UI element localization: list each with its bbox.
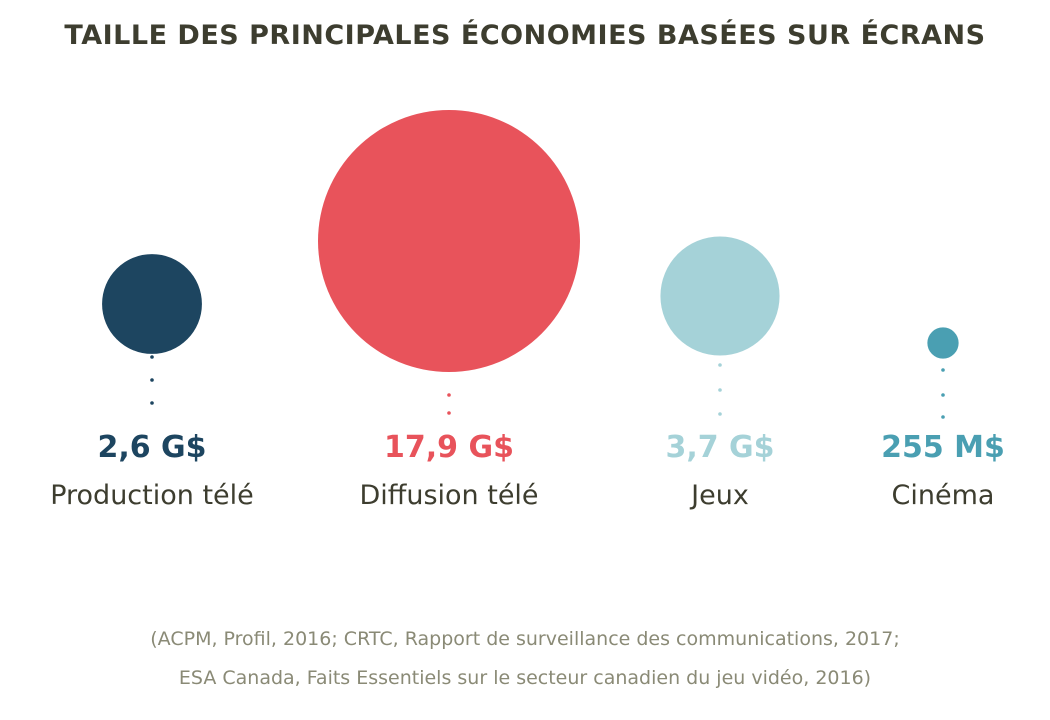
bubble-1 [318,110,580,372]
leader-dot [941,368,945,372]
leader-dot [150,378,154,382]
chart-title: TAILLE DES PRINCIPALES ÉCONOMIES BASÉES … [64,20,986,51]
leader-dot [718,388,722,392]
category-label: Diffusion télé [359,480,539,511]
leader-dot [447,411,451,415]
source-line-1: (ACPM, Profil, 2016; CRTC, Rapport de su… [150,628,900,650]
source-line-2: ESA Canada, Faits Essentiels sur le sect… [178,667,872,689]
value-label: 17,9 G$ [384,430,514,465]
bubble-3 [927,327,959,359]
category-label: Production télé [50,480,254,511]
category-label: Jeux [691,480,749,511]
leader-dot [447,393,451,397]
leader-dot [941,393,945,397]
value-label: 2,6 G$ [97,430,207,465]
bubble-0 [102,254,202,354]
category-label: Cinéma [891,480,995,511]
leader-dot [718,412,722,416]
bubble-2 [660,236,780,356]
value-label: 3,7 G$ [665,430,775,465]
leader-dot [941,415,945,419]
leader-dot [150,401,154,405]
leader-dot [150,355,154,359]
leader-dot [718,363,722,367]
value-label: 255 M$ [881,430,1005,465]
